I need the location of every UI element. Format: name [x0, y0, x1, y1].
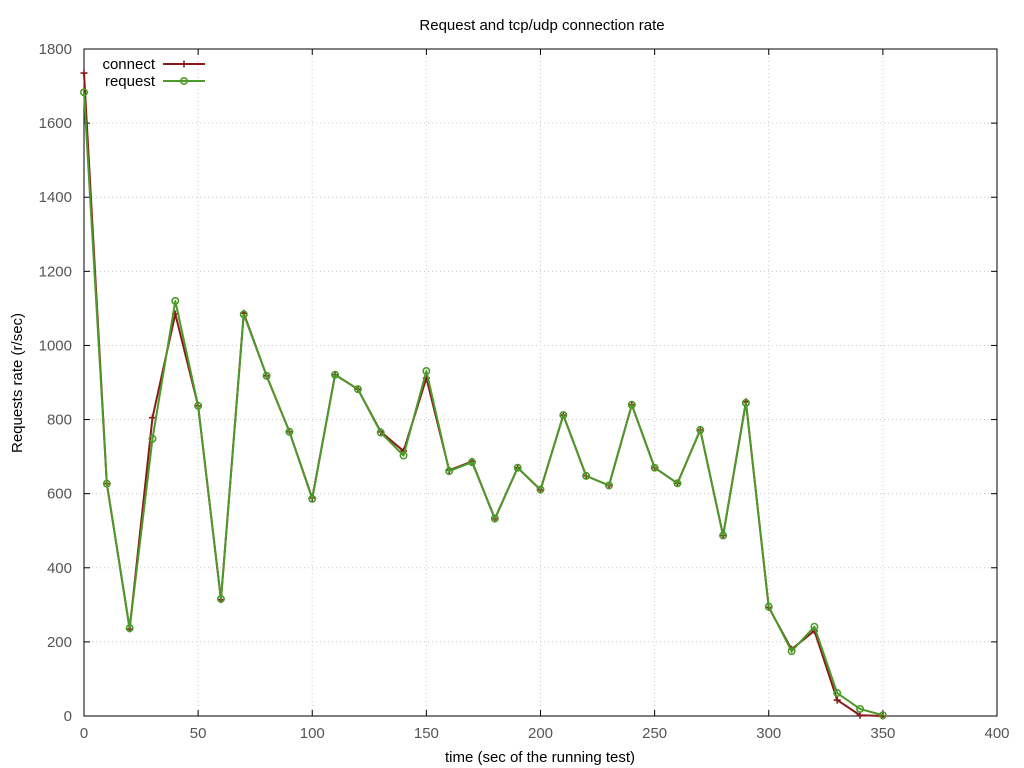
x-tick-label: 50	[190, 725, 207, 742]
request-point	[353, 385, 362, 394]
legend-marker-request	[180, 77, 189, 86]
connect-point	[833, 696, 841, 704]
request-line	[83, 92, 884, 717]
request-point	[650, 463, 659, 472]
request-point	[787, 647, 796, 656]
request-point	[239, 310, 248, 319]
x-tick-label: 200	[528, 725, 553, 742]
legend-label-request: request	[105, 73, 156, 90]
request-point	[764, 602, 773, 611]
request-point	[627, 400, 636, 409]
y-tick-label: 400	[47, 560, 72, 577]
x-tick-label: 300	[756, 725, 781, 742]
request-point	[719, 531, 728, 540]
y-axis-title: Requests rate (r/sec)	[9, 313, 26, 453]
request-point	[102, 479, 111, 488]
request-point	[308, 494, 317, 503]
y-tick-label: 0	[64, 708, 72, 725]
connect-point	[80, 69, 88, 77]
request-point	[125, 624, 134, 633]
x-tick-label: 400	[984, 725, 1009, 742]
y-tick-label: 200	[47, 634, 72, 651]
y-tick-label: 600	[47, 486, 72, 503]
x-tick-label: 250	[642, 725, 667, 742]
y-tick-label: 1400	[39, 189, 72, 206]
request-point	[80, 88, 89, 97]
request-point	[810, 622, 819, 631]
series-connect	[80, 69, 887, 720]
request-point	[559, 411, 568, 420]
axis-ticks: 0 200 400 600 800 1000 1200 1400 1600 1800 0 50 100 1…	[39, 41, 1010, 742]
legend-marker-connect	[180, 60, 188, 68]
series-request	[80, 88, 887, 720]
chart-title: Request and tcp/udp connection rate	[419, 17, 664, 34]
request-point	[216, 594, 225, 603]
legend-label-connect: connect	[102, 56, 155, 73]
request-point	[536, 485, 545, 494]
y-tick-label: 1600	[39, 115, 72, 132]
grid	[84, 49, 997, 716]
request-point	[673, 479, 682, 488]
request-point	[856, 704, 865, 713]
request-point	[285, 427, 294, 436]
x-axis-title: time (sec of the running test)	[445, 749, 635, 766]
request-point	[696, 425, 705, 434]
request-point	[878, 711, 887, 720]
request-point	[582, 471, 591, 480]
x-tick-label: 350	[870, 725, 895, 742]
request-point	[376, 428, 385, 437]
request-point	[468, 458, 477, 467]
y-tick-label: 1000	[39, 337, 72, 354]
request-point	[194, 401, 203, 410]
connect-point	[148, 414, 156, 422]
request-point	[331, 370, 340, 379]
y-tick-label: 1800	[39, 41, 72, 58]
request-point	[399, 451, 408, 460]
request-point	[171, 296, 180, 305]
x-tick-label: 150	[414, 725, 439, 742]
x-tick-label: 100	[300, 725, 325, 742]
request-point	[513, 463, 522, 472]
request-point	[445, 467, 454, 476]
series-group	[80, 69, 887, 720]
request-point	[833, 689, 842, 698]
y-tick-label: 800	[47, 412, 72, 429]
request-point	[741, 398, 750, 407]
connect-line	[83, 73, 883, 717]
request-point	[604, 481, 613, 490]
x-tick-label: 0	[80, 725, 88, 742]
request-point	[490, 514, 499, 523]
request-point	[262, 371, 271, 380]
request-point	[422, 367, 431, 376]
request-point	[148, 434, 157, 443]
y-tick-label: 1200	[39, 263, 72, 280]
